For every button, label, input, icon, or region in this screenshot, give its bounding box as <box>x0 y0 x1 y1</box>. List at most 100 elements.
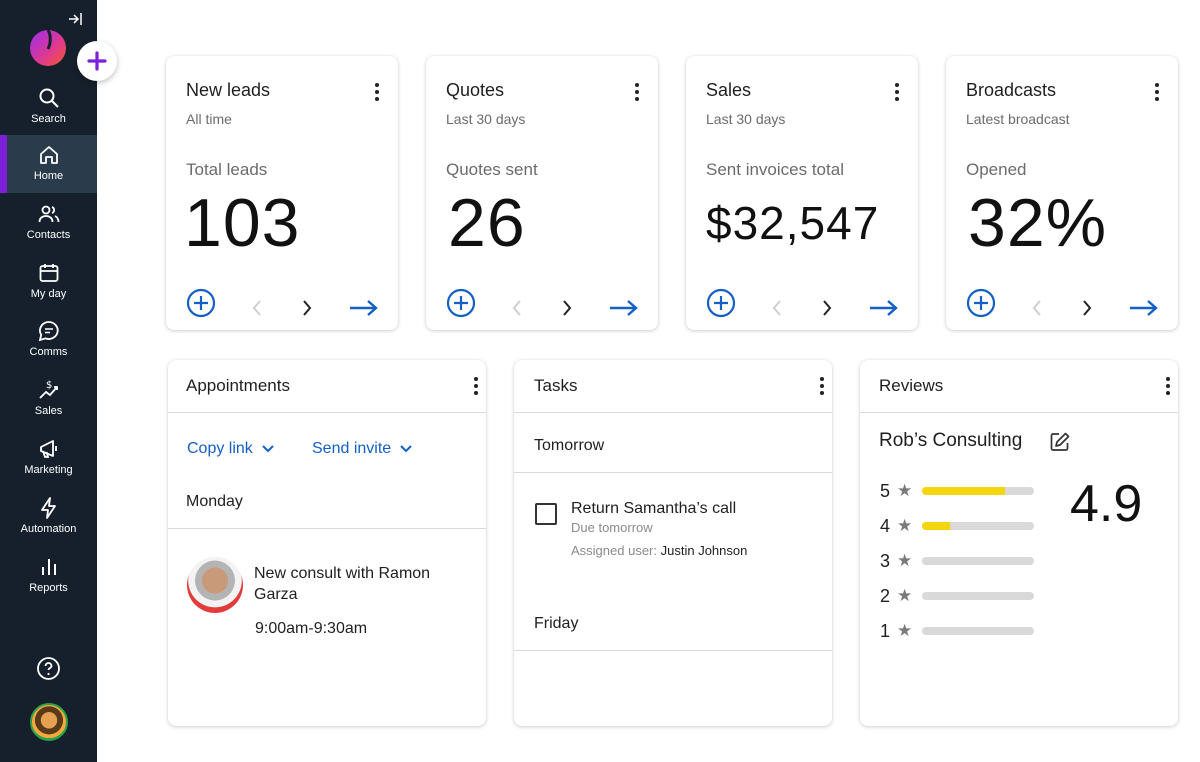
reviews-panel: Reviews Rob’s Consulting 5 ★ 4 ★ 3 ★ 2 ★… <box>860 360 1178 726</box>
add-circle-icon[interactable] <box>966 288 996 318</box>
sidebar-item-label: Sales <box>34 405 63 417</box>
sidebar-item-label: Home <box>33 170 64 182</box>
metric-label: Sent invoices total <box>706 160 844 179</box>
star-icon: ★ <box>897 481 913 500</box>
arrow-right-icon[interactable] <box>608 293 640 323</box>
sidebar-item-label: Comms <box>29 346 68 358</box>
collapse-sidebar-icon[interactable] <box>66 10 84 28</box>
task-due: Due tomorrow <box>571 520 653 535</box>
chevron-left-icon[interactable] <box>1030 293 1044 323</box>
more-options-icon[interactable] <box>1165 377 1171 397</box>
arrow-right-icon[interactable] <box>868 293 900 323</box>
sidebar-item-marketing[interactable]: Marketing <box>0 429 97 487</box>
arrow-right-icon[interactable] <box>1128 293 1160 323</box>
svg-text:$: $ <box>46 380 52 391</box>
create-new-button[interactable] <box>77 41 117 81</box>
rating-label: 4 <box>880 516 891 536</box>
card-subtitle: Latest broadcast <box>966 111 1070 127</box>
divider <box>860 412 1178 413</box>
more-options-icon[interactable] <box>634 83 640 103</box>
appointments-panel: Appointments Copy link Send invite Monda… <box>168 360 486 726</box>
task-assignee: Assigned user: Justin Johnson <box>571 543 747 558</box>
sidebar-item-my-day[interactable]: My day <box>0 253 97 311</box>
star-icon: ★ <box>897 586 913 605</box>
more-options-icon[interactable] <box>894 83 900 103</box>
user-avatar[interactable] <box>30 703 68 741</box>
arrow-right-icon[interactable] <box>348 293 380 323</box>
metric-value: 26 <box>448 185 526 261</box>
more-options-icon[interactable] <box>819 377 825 397</box>
sidebar-item-search[interactable]: Search <box>0 78 97 136</box>
sidebar-item-label: My day <box>30 288 67 300</box>
card-title: Quotes <box>446 80 505 100</box>
rating-bar <box>922 522 1034 530</box>
star-icon: ★ <box>897 516 913 535</box>
business-name: Rob’s Consulting <box>879 430 1023 451</box>
metric-label: Opened <box>966 160 1027 179</box>
chat-icon <box>38 321 59 342</box>
appointment-title[interactable]: New consult with Ramon Garza <box>254 565 431 603</box>
help-icon[interactable] <box>36 656 61 681</box>
chevron-down-icon <box>400 445 412 453</box>
search-icon <box>39 88 59 108</box>
task-title[interactable]: Return Samantha’s call <box>571 500 737 517</box>
app-logo-icon[interactable] <box>28 27 68 67</box>
task-checkbox[interactable] <box>535 503 557 525</box>
add-circle-icon[interactable] <box>446 288 476 318</box>
metric-value: 32% <box>968 185 1108 261</box>
card-title: Broadcasts <box>966 80 1057 100</box>
sidebar-item-label: Automation <box>20 523 77 535</box>
sidebar-item-sales[interactable]: $ Sales <box>0 370 97 428</box>
more-options-icon[interactable] <box>1154 83 1160 103</box>
chevron-left-icon[interactable] <box>770 293 784 323</box>
edit-icon[interactable] <box>1049 431 1071 453</box>
chevron-right-icon[interactable] <box>820 293 834 323</box>
card-broadcasts: Broadcasts Latest broadcast Opened 32% <box>946 56 1178 330</box>
contacts-icon <box>38 205 59 223</box>
average-rating: 4.9 <box>1070 475 1143 533</box>
send-invite-button[interactable]: Send invite <box>312 440 413 458</box>
panel-title: Tasks <box>534 376 578 395</box>
sales-icon: $ <box>38 380 58 399</box>
chevron-left-icon[interactable] <box>510 293 524 323</box>
panel-title: Reviews <box>879 376 944 395</box>
divider <box>168 412 486 413</box>
metric-value: $32,547 <box>706 197 880 249</box>
sidebar-item-comms[interactable]: Comms <box>0 311 97 369</box>
add-circle-icon[interactable] <box>706 288 736 318</box>
chevron-down-icon <box>262 445 274 453</box>
divider <box>514 472 832 473</box>
copy-link-button[interactable]: Copy link <box>187 440 275 458</box>
calendar-icon <box>39 264 58 282</box>
metric-label: Quotes sent <box>446 160 538 179</box>
chevron-right-icon[interactable] <box>300 293 314 323</box>
card-subtitle: Last 30 days <box>706 111 786 127</box>
chevron-left-icon[interactable] <box>250 293 264 323</box>
rating-bar <box>922 627 1034 635</box>
sidebar-item-label: Marketing <box>24 464 73 476</box>
card-sales: Sales Last 30 days Sent invoices total $… <box>686 56 918 330</box>
more-options-icon[interactable] <box>374 83 380 103</box>
sidebar-item-contacts[interactable]: Contacts <box>0 194 97 252</box>
sidebar-item-automation[interactable]: Automation <box>0 488 97 546</box>
sidebar-item-reports[interactable]: Reports <box>0 547 97 605</box>
card-title: New leads <box>186 80 271 100</box>
card-subtitle: All time <box>186 111 232 127</box>
megaphone-icon <box>39 440 57 458</box>
metric-label: Total leads <box>186 160 268 179</box>
card-subtitle: Last 30 days <box>446 111 526 127</box>
panel-title: Appointments <box>186 376 290 395</box>
add-circle-icon[interactable] <box>186 288 216 318</box>
rating-bar <box>922 592 1034 600</box>
lightning-icon <box>40 497 56 519</box>
sidebar-item-home[interactable]: Home <box>0 135 97 193</box>
rating-bar <box>922 487 1034 495</box>
sidebar-item-label: Reports <box>29 582 68 594</box>
rating-bar <box>922 557 1034 565</box>
rating-label: 3 <box>880 551 891 571</box>
rating-bar-fill <box>922 522 950 530</box>
home-icon <box>39 146 58 164</box>
more-options-icon[interactable] <box>473 377 479 397</box>
chevron-right-icon[interactable] <box>1080 293 1094 323</box>
chevron-right-icon[interactable] <box>560 293 574 323</box>
